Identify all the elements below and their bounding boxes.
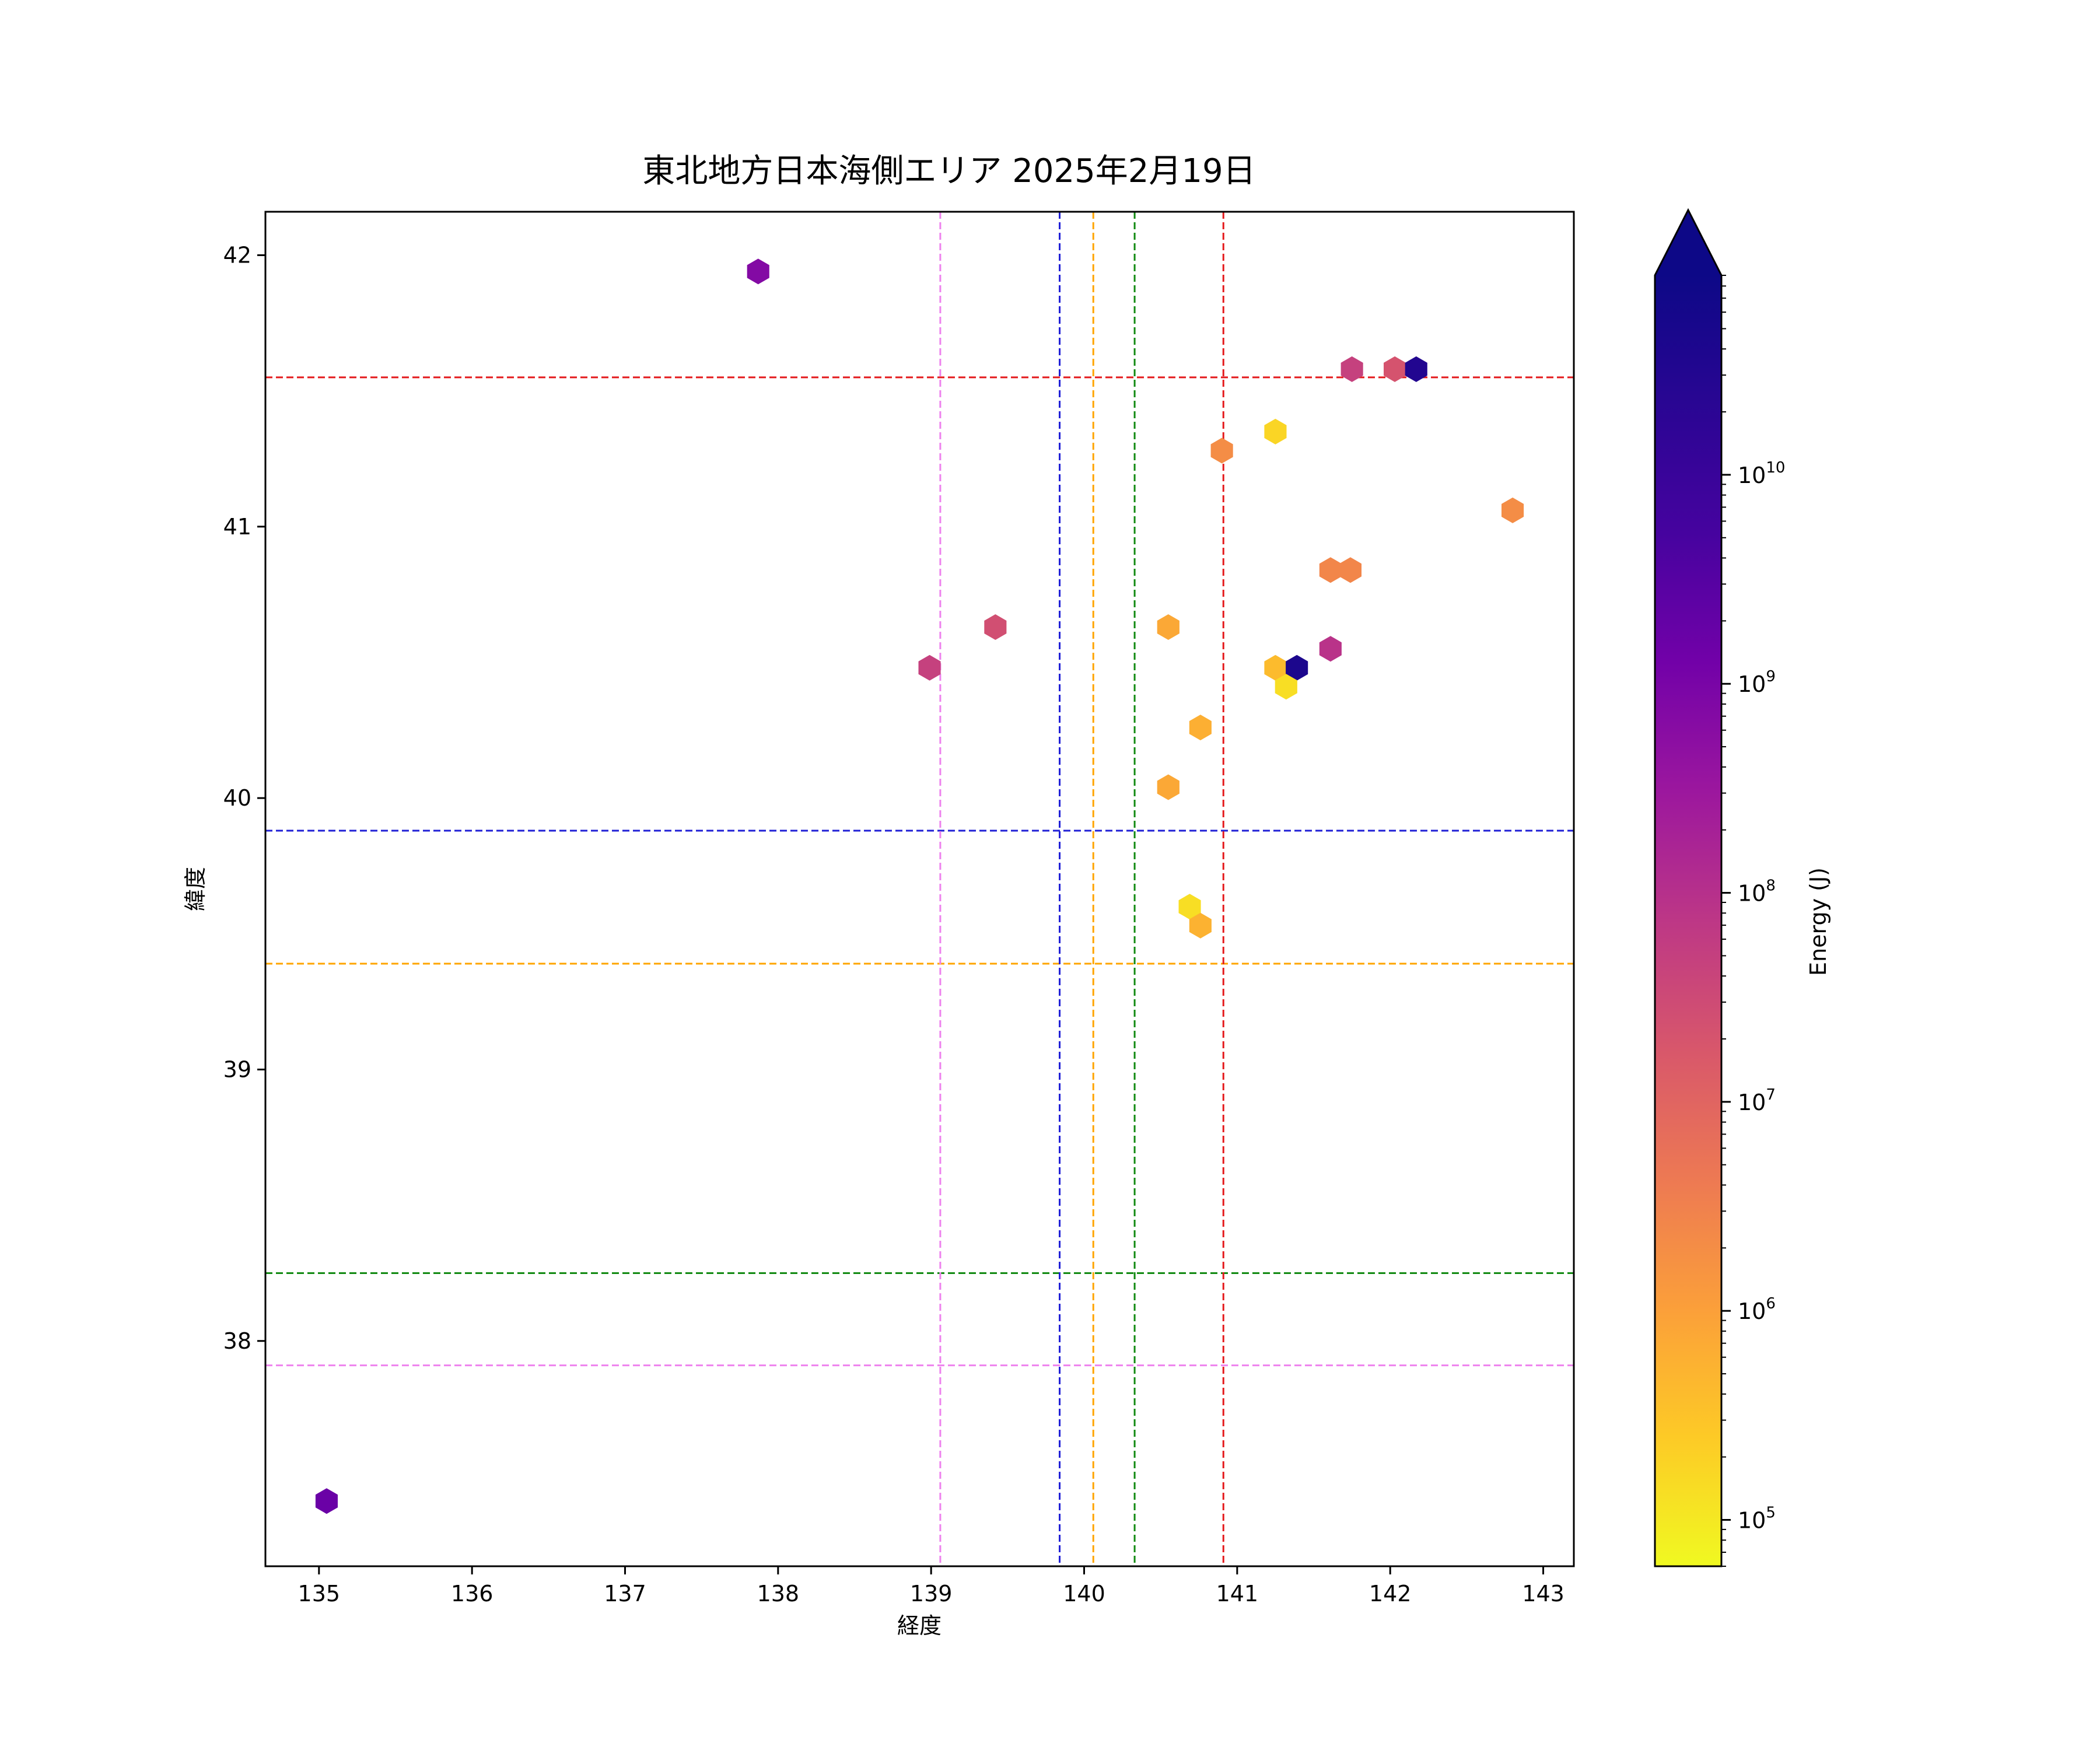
x-tick-label: 136 bbox=[451, 1581, 494, 1606]
data-point bbox=[1405, 356, 1427, 382]
y-axis: 38 39 40 41 42 bbox=[223, 242, 265, 1354]
colorbar-tick-label: 109 bbox=[1738, 668, 1776, 697]
colorbar-tick-label: 108 bbox=[1738, 877, 1776, 907]
x-tick-label: 137 bbox=[604, 1581, 646, 1606]
data-point bbox=[918, 654, 941, 681]
y-tick-label: 39 bbox=[223, 1056, 251, 1082]
reference-lines bbox=[265, 212, 1574, 1566]
data-point bbox=[1502, 497, 1524, 523]
y-tick-label: 42 bbox=[223, 242, 251, 268]
colorbar-tick-label: 105 bbox=[1738, 1504, 1776, 1534]
data-point bbox=[1189, 912, 1212, 939]
colorbar: 105 106 107 108 109 1010 Energy (J) bbox=[1654, 208, 1831, 1567]
x-tick-label: 143 bbox=[1522, 1581, 1564, 1606]
data-point bbox=[984, 614, 1007, 640]
data-point bbox=[1275, 674, 1297, 700]
y-tick-label: 40 bbox=[223, 785, 251, 811]
data-point bbox=[1178, 894, 1201, 920]
colorbar-label: Energy (J) bbox=[1805, 867, 1831, 976]
data-point bbox=[1319, 557, 1342, 583]
colorbar-tick-label: 106 bbox=[1738, 1295, 1776, 1324]
x-axis: 135 136 137 138 139 140 141 142 143 bbox=[298, 1566, 1564, 1606]
data-point bbox=[1264, 654, 1287, 681]
x-tick-label: 141 bbox=[1216, 1581, 1259, 1606]
data-point bbox=[747, 258, 769, 285]
data-point bbox=[1339, 557, 1362, 583]
data-point bbox=[1210, 438, 1233, 464]
colorbar-ticks: 105 106 107 108 109 1010 bbox=[1721, 275, 1785, 1567]
colorbar-gradient bbox=[1655, 275, 1721, 1566]
plot-area bbox=[265, 212, 1574, 1566]
x-axis-label: 経度 bbox=[897, 1613, 942, 1639]
y-axis-label: 緯度 bbox=[183, 867, 208, 911]
plot-frame bbox=[264, 211, 1575, 1567]
colorbar-tick-label: 1010 bbox=[1738, 459, 1785, 488]
chart-title: 東北地方日本海側エリア 2025年2月19日 bbox=[642, 152, 1255, 190]
x-tick-label: 138 bbox=[757, 1581, 800, 1606]
data-point bbox=[1340, 356, 1363, 382]
data-point bbox=[1384, 356, 1406, 382]
data-point bbox=[1286, 654, 1308, 681]
data-point bbox=[1319, 636, 1342, 662]
colorbar-extend-arrow bbox=[1655, 210, 1721, 275]
data-points bbox=[315, 258, 1524, 1514]
x-tick-label: 135 bbox=[298, 1581, 341, 1606]
data-point bbox=[1189, 715, 1212, 741]
colorbar-frame bbox=[1654, 208, 1723, 1567]
data-point bbox=[1157, 614, 1180, 640]
x-tick-label: 142 bbox=[1369, 1581, 1412, 1606]
data-point bbox=[1157, 774, 1180, 800]
x-tick-label: 140 bbox=[1063, 1581, 1105, 1606]
colorbar-tick-label: 107 bbox=[1738, 1086, 1776, 1115]
x-tick-label: 139 bbox=[910, 1581, 953, 1606]
y-tick-label: 41 bbox=[223, 514, 251, 540]
data-point bbox=[315, 1488, 338, 1514]
y-tick-label: 38 bbox=[223, 1328, 251, 1354]
data-point bbox=[1264, 418, 1287, 444]
